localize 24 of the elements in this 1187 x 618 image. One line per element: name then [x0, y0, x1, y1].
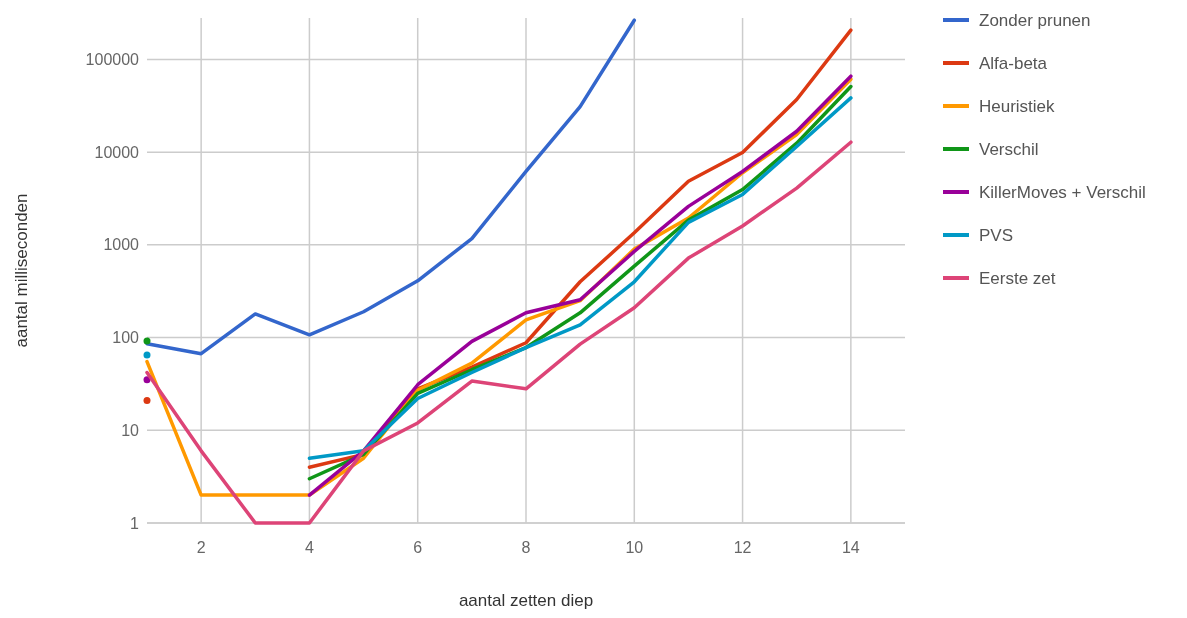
- y-tick-label: 1000: [103, 236, 140, 254]
- legend-label: Verschil: [979, 139, 1039, 159]
- y-tick-label: 1: [130, 514, 140, 532]
- x-axis-title: aantal zetten diep: [458, 591, 594, 610]
- y-axis-title: aantal milliseconden: [12, 193, 31, 348]
- y-tick-label: 10: [121, 421, 140, 439]
- y-tick-label: 10000: [94, 143, 140, 161]
- legend-label: Eerste zet: [979, 268, 1056, 288]
- legend-label: Zonder prunen: [979, 10, 1091, 30]
- x-tick-label: 12: [733, 539, 752, 556]
- x-tick-label: 6: [413, 539, 423, 556]
- x-tick-label: 2: [196, 539, 206, 556]
- x-tick-label: 8: [521, 539, 531, 556]
- line-series: [145, 18, 637, 356]
- legend-label: Heuristiek: [979, 96, 1056, 116]
- x-tick-label: 14: [841, 539, 860, 556]
- legend-label: PVS: [979, 225, 1014, 245]
- x-tick-label: 4: [304, 539, 314, 556]
- y-tick-label: 100: [112, 329, 140, 347]
- y-tick-label: 100000: [85, 51, 140, 69]
- x-tick-label: 10: [625, 539, 644, 556]
- legend-label: Alfa-beta: [979, 53, 1048, 73]
- line-series: [145, 140, 853, 525]
- legend-label: KillerMoves + Verschil: [979, 182, 1146, 202]
